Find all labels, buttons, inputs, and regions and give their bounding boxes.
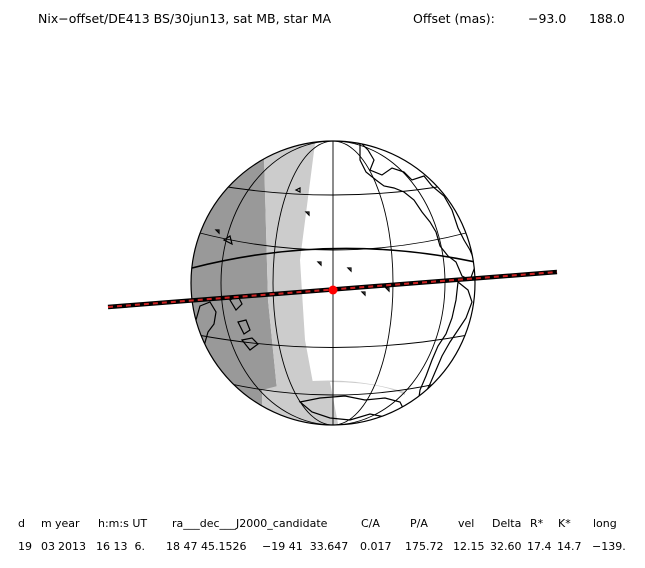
value-ra: 18 47 45.1526 [166, 540, 247, 553]
offset-y-value: 188.0 [589, 11, 625, 26]
value-pa: 175.72 [405, 540, 444, 553]
value-ca: 0.017 [360, 540, 392, 553]
globe-outline [190, 140, 476, 426]
col-header-vel: vel [458, 517, 475, 530]
col-header-long: long [593, 517, 617, 530]
value-vel: 12.15 [453, 540, 485, 553]
col-header-hms: h:m:s UT [98, 517, 148, 530]
col-header-pa: P/A [410, 517, 428, 530]
offset-x-value: −93.0 [528, 11, 567, 26]
equator [191, 247, 475, 269]
col-header-year: year [55, 517, 80, 530]
globe-plot [107, 140, 558, 426]
col-header-d: d [18, 517, 25, 530]
col-header-kstar: K* [558, 517, 571, 530]
plot-title: Nix−offset/DE413 BS/30jun13, sat MB, sta… [38, 11, 332, 26]
closest-approach-point [328, 285, 338, 295]
value-dec: −19 41 33.647 [262, 540, 349, 553]
value-hms: 16 13 6. [96, 540, 145, 553]
value-m: 03 [41, 540, 55, 553]
value-long: −139. [592, 540, 626, 553]
value-delta: 32.60 [490, 540, 522, 553]
value-kstar: 14.7 [557, 540, 582, 553]
col-header-radec: ra___dec___J2000_candidate [172, 517, 328, 530]
value-year: 2013 [58, 540, 86, 553]
col-header-m: m [41, 517, 52, 530]
col-header-delta: Delta [492, 517, 522, 530]
twilight-band [263, 141, 345, 425]
value-d: 19 [18, 540, 32, 553]
offset-label: Offset (mas): [413, 11, 495, 26]
col-header-ca: C/A [361, 517, 380, 530]
value-rstar: 17.4 [527, 540, 552, 553]
col-header-rstar: R* [530, 517, 544, 530]
